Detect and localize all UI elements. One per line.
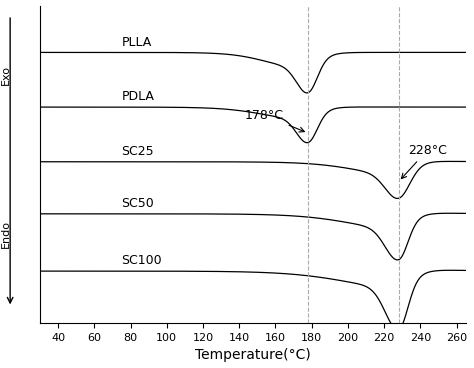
Text: Endo: Endo [1, 220, 11, 248]
X-axis label: Temperature(°C): Temperature(°C) [195, 348, 310, 362]
Text: Exo: Exo [1, 66, 11, 85]
Text: 178°C: 178°C [245, 109, 304, 132]
Text: 228°C: 228°C [401, 144, 447, 178]
Text: SC100: SC100 [121, 254, 162, 268]
Text: PLLA: PLLA [121, 36, 152, 49]
Text: PDLA: PDLA [121, 91, 155, 103]
Text: SC50: SC50 [121, 197, 154, 210]
Text: SC25: SC25 [121, 145, 154, 158]
